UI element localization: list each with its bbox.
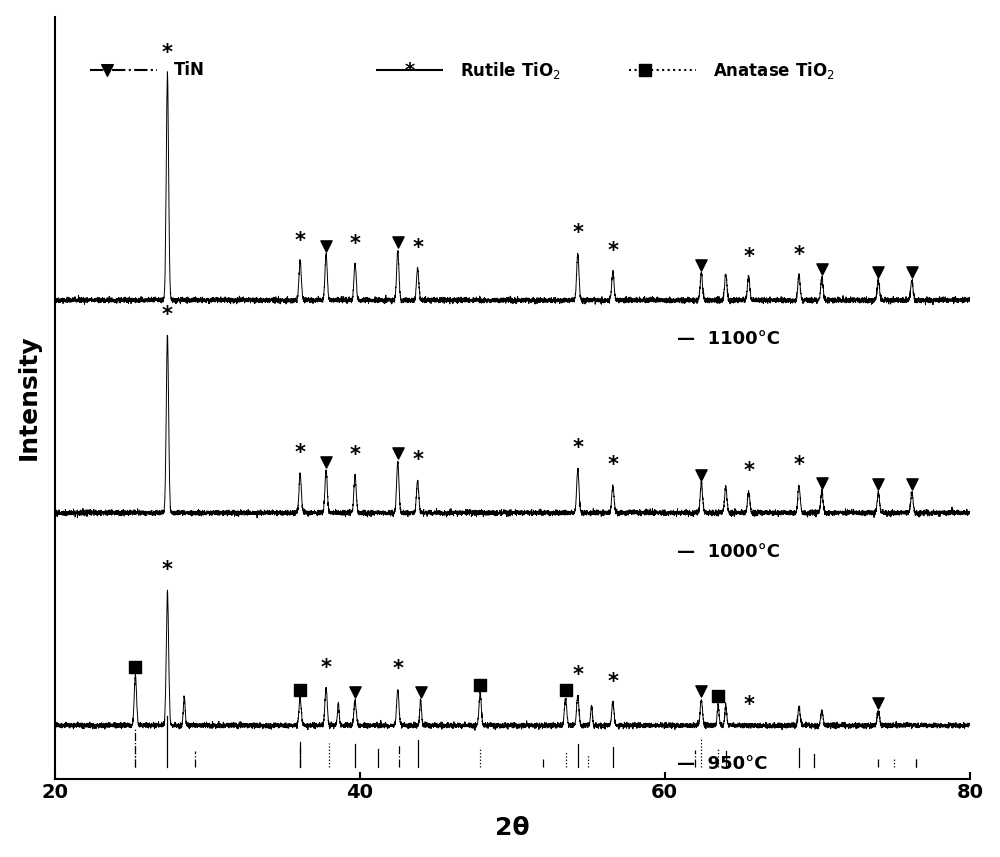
Point [814, 476, 830, 490]
Text: *: * [295, 443, 306, 463]
Text: *: * [350, 234, 361, 255]
Text: —  950°C: — 950°C [677, 755, 767, 773]
X-axis label: 2θ: 2θ [495, 817, 530, 841]
Point [904, 477, 920, 491]
Text: *: * [162, 305, 173, 325]
Text: *: * [607, 455, 618, 476]
Text: *: * [162, 560, 173, 580]
Text: —  1100°C: — 1100°C [677, 330, 780, 348]
Text: *: * [295, 231, 306, 250]
Text: *: * [743, 247, 754, 267]
Point [814, 262, 830, 276]
Text: *: * [321, 658, 332, 678]
Text: *: * [793, 245, 804, 265]
Text: *: * [793, 455, 804, 476]
Point [390, 235, 406, 249]
Text: *: * [743, 461, 754, 481]
Text: *: * [392, 659, 403, 680]
Point [693, 258, 709, 272]
Point [347, 686, 363, 699]
Text: *: * [412, 450, 423, 470]
Point [318, 455, 334, 469]
Text: *: * [350, 446, 361, 465]
Point [472, 678, 488, 692]
Y-axis label: Intensity: Intensity [17, 335, 41, 460]
Point [318, 239, 334, 253]
Point [870, 696, 886, 710]
Point [693, 685, 709, 698]
Point [870, 265, 886, 279]
Point [413, 686, 429, 699]
Point [870, 477, 886, 491]
Point [127, 661, 143, 674]
Point [558, 683, 574, 697]
Text: *: * [607, 241, 618, 261]
Point [292, 683, 308, 697]
Point [710, 689, 726, 703]
Point [693, 468, 709, 482]
Text: —  1000°C: — 1000°C [677, 542, 780, 560]
Text: *: * [162, 43, 173, 63]
Point [390, 446, 406, 460]
Text: *: * [412, 237, 423, 258]
Text: *: * [572, 438, 583, 458]
Text: *: * [572, 665, 583, 685]
Text: *: * [572, 224, 583, 243]
Point [904, 265, 920, 279]
Text: *: * [743, 695, 754, 715]
Text: *: * [607, 672, 618, 692]
